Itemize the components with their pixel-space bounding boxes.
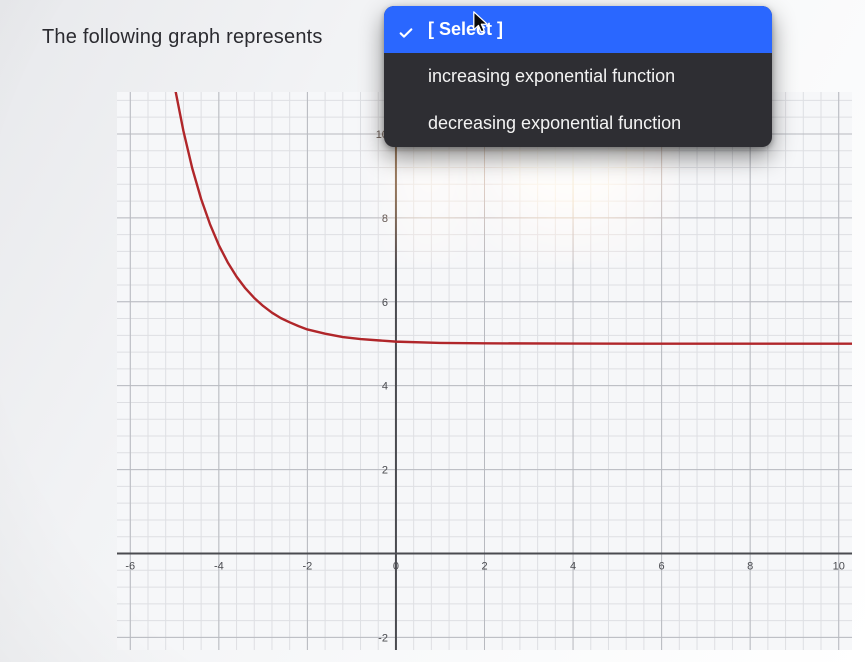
svg-text:-4: -4 [214,561,224,573]
svg-text:6: 6 [382,297,388,309]
svg-text:6: 6 [659,561,665,573]
svg-text:8: 8 [747,561,753,573]
question-prompt: The following graph represents [42,26,323,49]
svg-text:4: 4 [570,561,576,573]
svg-text:2: 2 [382,465,388,477]
answer-dropdown[interactable]: [ Select ] increasing exponential functi… [384,6,772,147]
svg-text:4: 4 [382,381,388,393]
svg-text:10: 10 [833,561,845,573]
exponential-graph: -6-4-20246810-2246810 [117,92,852,650]
dropdown-option-label: [ Select ] [428,19,503,39]
svg-text:2: 2 [481,561,487,573]
graph-panel: -6-4-20246810-2246810 [117,92,852,650]
svg-text:8: 8 [382,213,388,225]
svg-text:0: 0 [393,561,399,573]
svg-text:-2: -2 [303,561,313,573]
dropdown-option-label: increasing exponential function [428,66,675,86]
dropdown-option-decreasing[interactable]: decreasing exponential function [384,100,772,147]
dropdown-option-label: decreasing exponential function [428,113,681,133]
dropdown-option-placeholder[interactable]: [ Select ] [384,6,772,53]
check-icon [398,22,414,38]
dropdown-option-increasing[interactable]: increasing exponential function [384,53,772,100]
svg-text:-6: -6 [125,561,135,573]
svg-text:-2: -2 [378,632,388,644]
